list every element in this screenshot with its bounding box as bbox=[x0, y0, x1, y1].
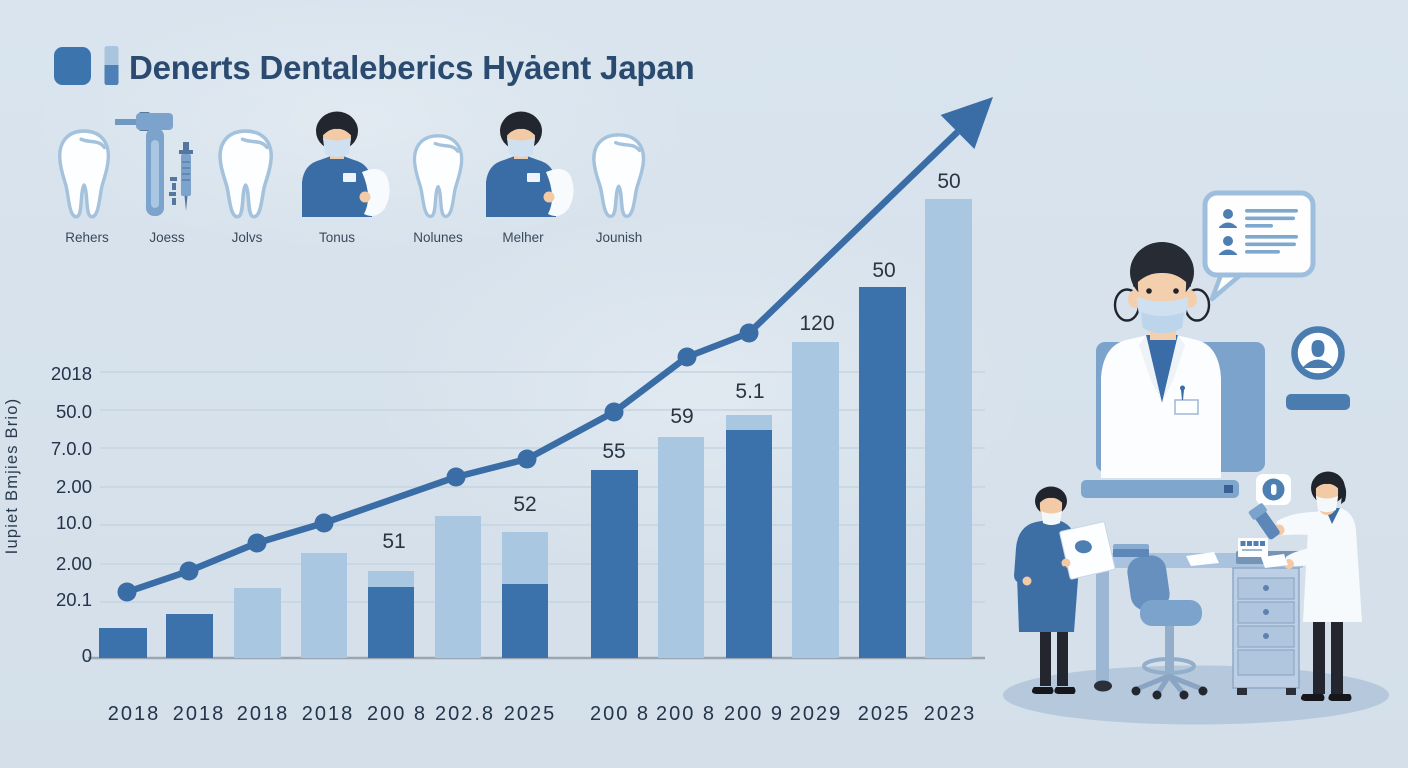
svg-text:50.0: 50.0 bbox=[56, 401, 92, 422]
svg-text:Jounish: Jounish bbox=[596, 230, 643, 245]
svg-text:Nolunes: Nolunes bbox=[413, 230, 463, 245]
svg-text:5.1: 5.1 bbox=[735, 380, 764, 403]
svg-text:200 9: 200 9 bbox=[724, 703, 784, 725]
svg-text:51: 51 bbox=[382, 530, 405, 553]
svg-text:2029: 2029 bbox=[790, 703, 843, 725]
svg-text:Jolvs: Jolvs bbox=[232, 230, 263, 245]
svg-text:2023: 2023 bbox=[924, 703, 977, 725]
svg-text:200 8: 200 8 bbox=[656, 703, 716, 725]
svg-text:0: 0 bbox=[82, 645, 92, 666]
svg-text:Tonus: Tonus bbox=[319, 230, 355, 245]
svg-text:10.0: 10.0 bbox=[56, 512, 92, 533]
svg-text:2018: 2018 bbox=[108, 703, 161, 725]
svg-text:2.00: 2.00 bbox=[56, 476, 92, 497]
svg-text:55: 55 bbox=[602, 440, 625, 463]
svg-text:Denerts Dentaleberics Hyȧent J: Denerts Dentaleberics Hyȧent Japan bbox=[129, 49, 694, 86]
svg-text:2.00: 2.00 bbox=[56, 553, 92, 574]
svg-text:200 8: 200 8 bbox=[590, 703, 650, 725]
svg-text:200 8: 200 8 bbox=[367, 703, 427, 725]
svg-text:120: 120 bbox=[799, 312, 834, 335]
svg-text:52: 52 bbox=[513, 493, 536, 516]
svg-text:50: 50 bbox=[937, 170, 960, 193]
svg-text:2025: 2025 bbox=[858, 703, 911, 725]
svg-text:20.1: 20.1 bbox=[56, 589, 92, 610]
svg-text:Joess: Joess bbox=[149, 230, 185, 245]
svg-text:2018: 2018 bbox=[237, 703, 290, 725]
svg-text:7.0.0: 7.0.0 bbox=[51, 438, 92, 459]
svg-text:Rehers: Rehers bbox=[65, 230, 109, 245]
svg-text:2018: 2018 bbox=[51, 363, 92, 384]
svg-text:Melher: Melher bbox=[502, 230, 544, 245]
svg-text:2025: 2025 bbox=[504, 703, 557, 725]
svg-text:59: 59 bbox=[670, 405, 693, 428]
svg-text:2018: 2018 bbox=[302, 703, 355, 725]
svg-text:2018: 2018 bbox=[173, 703, 226, 725]
svg-text:Iupiet Bmjies Brio): Iupiet Bmjies Brio) bbox=[3, 398, 21, 555]
svg-text:50: 50 bbox=[872, 259, 895, 282]
svg-text:202.8: 202.8 bbox=[435, 703, 495, 725]
